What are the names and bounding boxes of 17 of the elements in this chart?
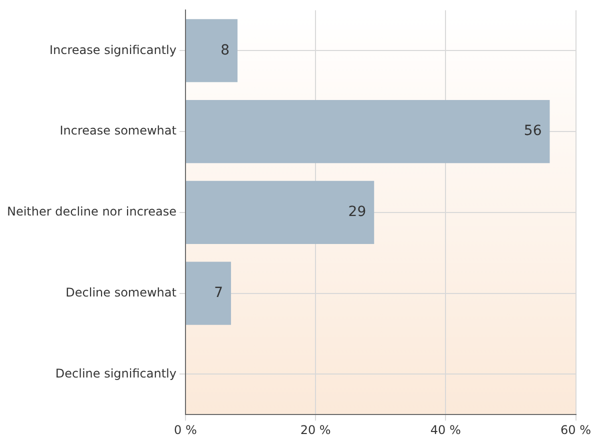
- data-label: 29: [348, 204, 366, 220]
- y-tick-label: Increase significantly: [49, 42, 176, 57]
- data-label: 8: [220, 42, 230, 58]
- bar: [186, 100, 550, 164]
- x-tick-label: 40 %: [430, 422, 461, 437]
- y-tick-label: Neither decline nor increase: [6, 204, 176, 219]
- bar: [186, 262, 232, 325]
- y-tick-label: Decline significantly: [55, 366, 176, 380]
- bar: [186, 180, 374, 244]
- x-tick-label: 60 %: [560, 422, 592, 437]
- x-tick-label: 0 %: [174, 422, 197, 437]
- y-tick-label: Decline somewhat: [66, 285, 177, 300]
- data-label: 56: [524, 123, 542, 140]
- x-tick-label: 20 %: [300, 422, 331, 437]
- data-label: 7: [214, 284, 224, 301]
- bar: [186, 19, 238, 82]
- y-tick-label: Increase somewhat: [60, 124, 177, 138]
